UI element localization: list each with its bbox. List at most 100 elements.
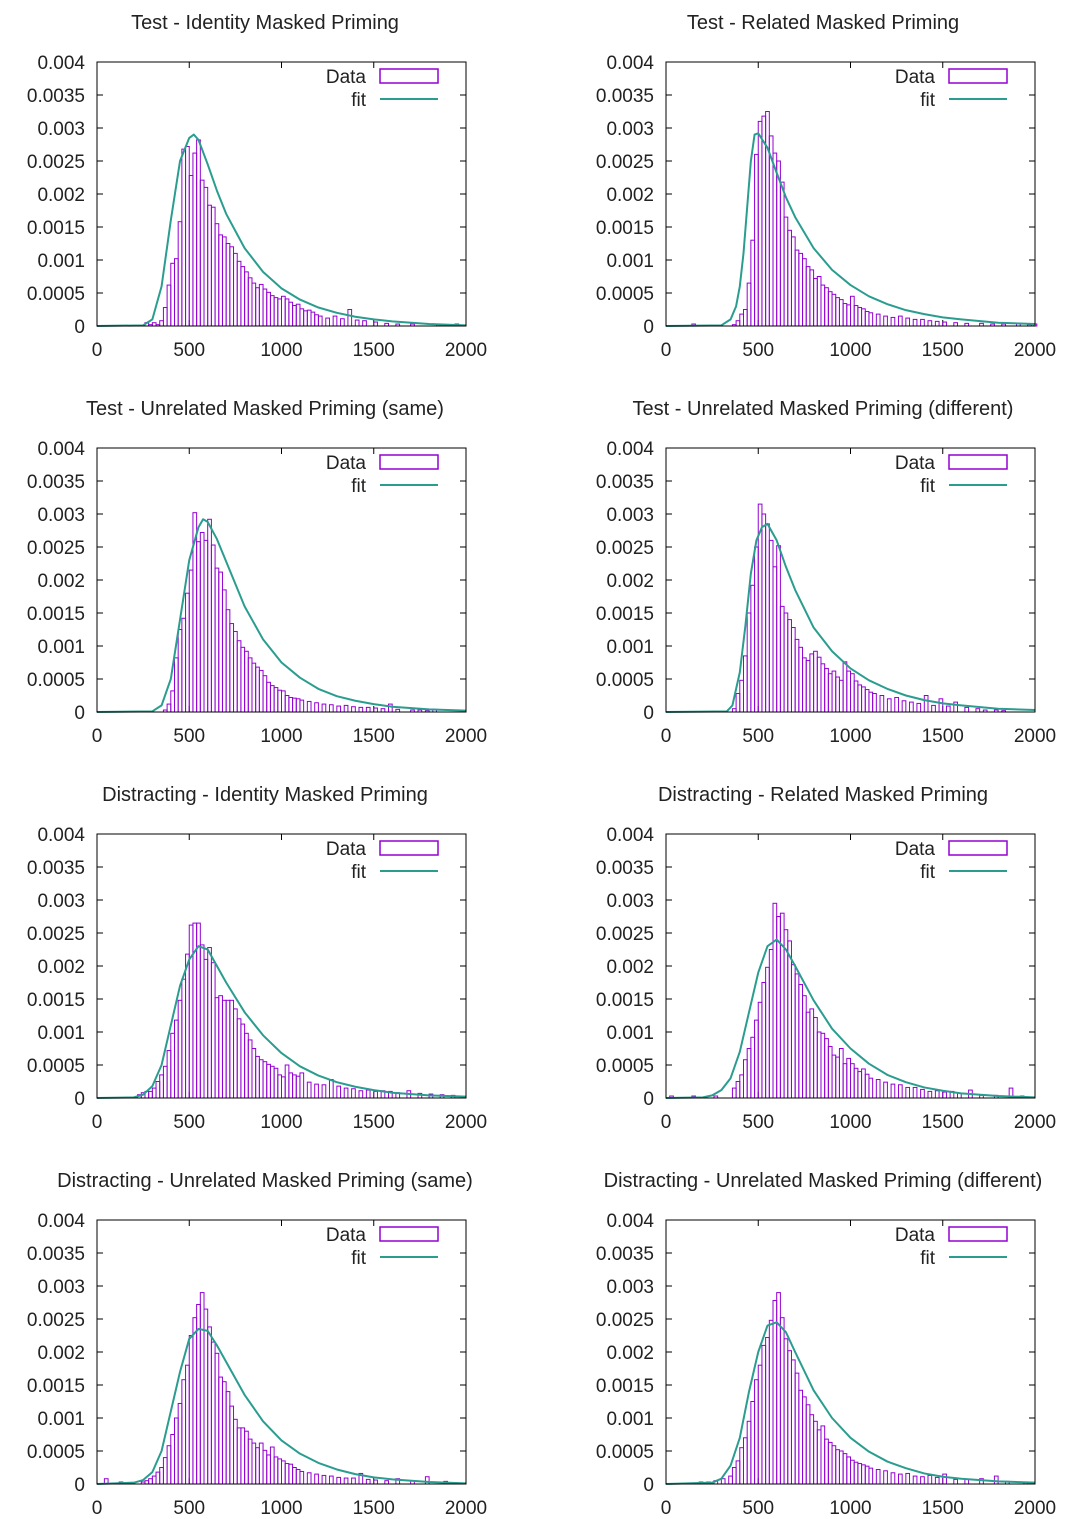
x-tick-label: 500 bbox=[742, 726, 774, 747]
histogram-bar bbox=[824, 1038, 829, 1099]
histogram-bar bbox=[897, 1473, 903, 1485]
x-tick-label: 1000 bbox=[829, 1498, 871, 1519]
histogram-bar bbox=[251, 662, 257, 713]
histogram-bar bbox=[953, 1478, 959, 1485]
fit-curve bbox=[665, 938, 1036, 1099]
histogram-bar bbox=[894, 696, 899, 713]
plot-frame bbox=[665, 833, 1036, 1099]
histogram-bar bbox=[321, 703, 327, 713]
y-tick-label: 0.004 bbox=[37, 439, 85, 460]
histogram-bar bbox=[196, 139, 201, 327]
chart-panel-3: Test - Unrelated Masked Priming (same)00… bbox=[27, 398, 487, 747]
histogram-bar bbox=[258, 1059, 264, 1099]
histogram-bar bbox=[864, 689, 870, 713]
histogram-bar bbox=[765, 1336, 770, 1485]
histogram-bar bbox=[166, 1445, 172, 1485]
legend-label-data: Data bbox=[895, 1225, 936, 1246]
histogram-bar bbox=[768, 539, 774, 713]
histogram-bar bbox=[162, 307, 168, 327]
histogram-bar bbox=[373, 321, 378, 327]
histogram-bar bbox=[897, 1084, 903, 1099]
x-tick-label: 2000 bbox=[1014, 1498, 1056, 1519]
histogram-bar bbox=[772, 1300, 778, 1485]
histogram-bar bbox=[809, 1414, 815, 1485]
histogram-bar bbox=[934, 1090, 940, 1099]
histogram-bar bbox=[273, 687, 279, 713]
histogram-bar bbox=[266, 291, 271, 327]
legend-label-data: Data bbox=[895, 67, 936, 88]
histogram-bar bbox=[731, 1087, 737, 1099]
histogram-bar bbox=[365, 1089, 371, 1099]
histogram-bar bbox=[358, 706, 364, 713]
histogram-bar bbox=[765, 523, 770, 713]
histogram-bar bbox=[358, 1090, 364, 1099]
legend-swatch-data bbox=[379, 454, 439, 470]
histogram-bar bbox=[233, 630, 238, 713]
legend-label-fit: fit bbox=[351, 476, 367, 497]
histogram-bar bbox=[942, 321, 947, 327]
histogram-bar bbox=[173, 1019, 179, 1099]
histogram-bar bbox=[325, 317, 330, 327]
x-tick-label: 1500 bbox=[922, 340, 964, 361]
y-tick-label: 0.0035 bbox=[27, 86, 85, 107]
histogram-bar bbox=[236, 1427, 242, 1485]
histogram-bar bbox=[787, 619, 792, 713]
histogram-bar bbox=[953, 701, 959, 713]
chart-panel-1: Test - Identity Masked Priming 0 0.0005 0.0… bbox=[27, 12, 487, 361]
y-tick-label: 0.0015 bbox=[596, 218, 654, 239]
histogram-bar bbox=[802, 1396, 807, 1485]
histogram-bar bbox=[159, 1074, 164, 1099]
histogram-bar bbox=[181, 978, 187, 1099]
legend-label-fit: fit bbox=[351, 1248, 367, 1269]
histogram-bar bbox=[824, 667, 829, 713]
histogram-bar bbox=[151, 1475, 157, 1485]
histogram-bar bbox=[802, 995, 807, 1099]
y-tick-label: 0.001 bbox=[606, 251, 654, 272]
histogram-bar bbox=[351, 1088, 356, 1099]
histogram-bar bbox=[934, 320, 940, 327]
histogram-bar bbox=[739, 1447, 744, 1485]
histogram-bar bbox=[199, 1292, 205, 1485]
legend-swatch-data bbox=[948, 454, 1008, 470]
histogram-bar bbox=[909, 701, 914, 713]
y-tick-label: 0.0005 bbox=[596, 1056, 654, 1077]
histogram-bar bbox=[754, 1379, 759, 1485]
y-tick-label: 0.0015 bbox=[596, 1376, 654, 1397]
histogram-bar bbox=[185, 953, 190, 1099]
histogram-bar bbox=[281, 295, 286, 327]
histogram-bar bbox=[783, 929, 789, 1099]
histogram-bar bbox=[328, 1475, 334, 1485]
y-tick-label: 0 bbox=[74, 1089, 85, 1110]
histogram-bar bbox=[809, 653, 815, 713]
y-tick-label: 0.0035 bbox=[596, 1244, 654, 1265]
y-tick-label: 0.0005 bbox=[27, 1056, 85, 1077]
histogram-bar bbox=[912, 318, 918, 327]
histogram-bar bbox=[266, 1063, 271, 1099]
histogram-bar bbox=[225, 609, 231, 713]
histogram-bar bbox=[210, 962, 216, 1099]
histogram-bar bbox=[838, 1450, 844, 1485]
histogram-bar bbox=[284, 298, 290, 327]
histogram-bar bbox=[938, 698, 944, 713]
histogram-bar bbox=[783, 612, 789, 713]
histogram-bar bbox=[162, 1457, 168, 1485]
histogram-bar bbox=[196, 541, 201, 713]
chart-panel-2: Test - Related Masked Priming 0 0.0005 0.00… bbox=[596, 12, 1056, 361]
histogram-bar bbox=[244, 1430, 249, 1485]
y-tick-label: 0.004 bbox=[606, 825, 654, 846]
chart-title: Distracting - Unrelated Masked Priming (… bbox=[604, 1170, 1043, 1192]
histogram-bar bbox=[295, 303, 301, 327]
histogram-bar bbox=[262, 1449, 268, 1485]
x-tick-label: 1500 bbox=[353, 1498, 395, 1519]
x-tick-label: 1000 bbox=[260, 1498, 302, 1519]
histogram-bar bbox=[742, 1437, 748, 1485]
y-tick-label: 0.0025 bbox=[27, 1310, 85, 1331]
histogram-bar bbox=[886, 698, 892, 713]
x-tick-label: 1000 bbox=[829, 1112, 871, 1133]
histogram-bar bbox=[731, 1467, 737, 1485]
histogram-bar bbox=[336, 1476, 342, 1485]
histogram-bar bbox=[790, 964, 796, 1099]
histogram-bar bbox=[853, 305, 859, 327]
y-tick-label: 0.0005 bbox=[27, 670, 85, 691]
histogram-bar bbox=[820, 1032, 826, 1099]
